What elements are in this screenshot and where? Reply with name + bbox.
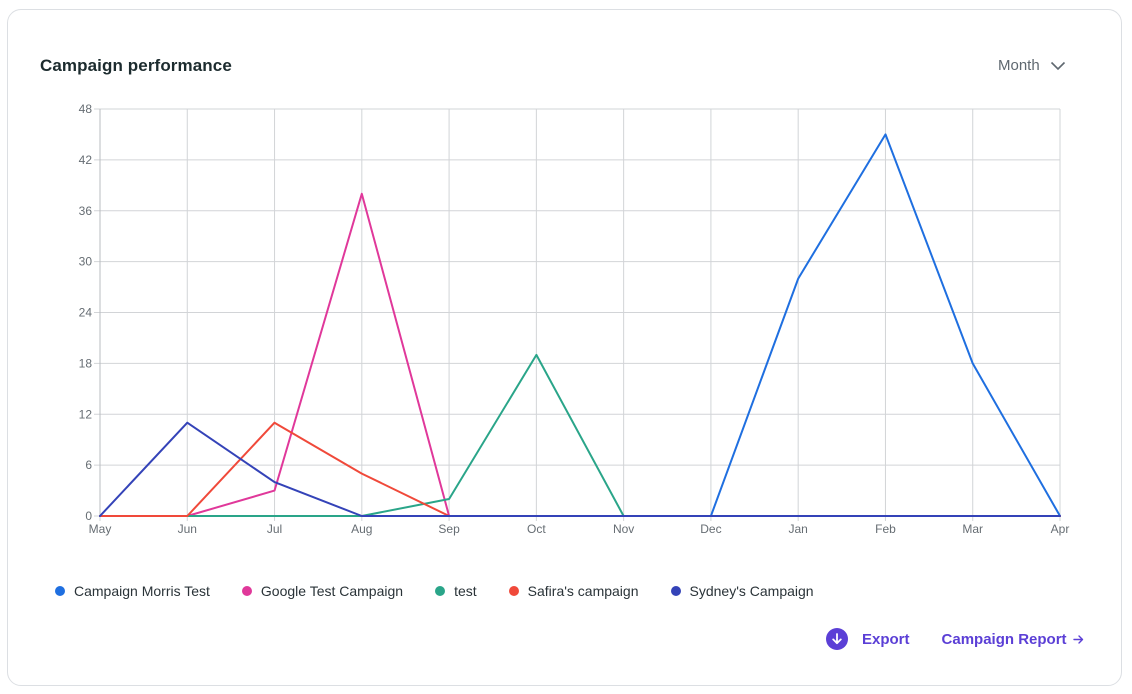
period-label: Month — [998, 57, 1040, 74]
x-tick-label: Oct — [527, 522, 546, 536]
download-icon — [826, 628, 848, 650]
y-tick-label: 18 — [79, 356, 93, 370]
legend-item-campaign-morris-test[interactable]: Campaign Morris Test — [55, 583, 210, 599]
campaign-report-label: Campaign Report — [941, 630, 1067, 648]
x-tick-label: Apr — [1051, 522, 1070, 536]
legend-swatch — [508, 586, 519, 596]
campaign-report-link[interactable]: Campaign Report — [942, 631, 1084, 648]
x-tick-label: Nov — [613, 522, 634, 536]
legend-swatch — [435, 586, 446, 596]
x-tick-label: Mar — [962, 522, 983, 536]
chevron-down-icon — [1050, 61, 1066, 71]
period-dropdown[interactable]: Month — [998, 57, 1066, 74]
x-tick-label: Aug — [351, 522, 372, 536]
legend-item-safiras-campaign[interactable]: Safira's campaign — [508, 583, 639, 599]
series-line-test — [99, 353, 1061, 517]
series-line-google-test-campaign — [99, 192, 1061, 517]
y-tick-label: 36 — [79, 204, 93, 218]
legend-swatch — [55, 586, 65, 596]
line-chart: 0 6 12 18 24 30 36 42 48 May Jun Jul Aug Sep Oct Nov Dec… — [79, 102, 1070, 536]
y-tick-label: 42 — [79, 153, 93, 167]
chart-legend: Campaign Morris Test Google Test Campaig… — [55, 583, 846, 599]
legend-swatch — [670, 586, 681, 596]
export-button[interactable]: Export — [826, 628, 910, 650]
legend-item-sydneys-campaign[interactable]: Sydney's Campaign — [670, 583, 814, 599]
x-tick-label: Sep — [438, 522, 460, 536]
series-line-sydney-s-campaign — [99, 421, 1061, 517]
x-tick-label: Dec — [700, 522, 721, 536]
legend-item-google-test-campaign[interactable]: Google Test Campaign — [241, 583, 404, 599]
y-tick-label: 0 — [85, 509, 92, 523]
arrow-right-icon — [1072, 634, 1083, 644]
campaign-performance-card — [7, 9, 1122, 686]
legend-swatch — [241, 586, 252, 596]
x-tick-label: May — [89, 522, 112, 536]
x-tick-label: Jan — [789, 522, 808, 536]
x-tick-label: Feb — [875, 522, 896, 536]
legend-label: Safira's campaign — [527, 583, 639, 599]
chart-actions: Export Campaign Report — [826, 628, 1084, 650]
x-tick-label: Jul — [267, 522, 282, 536]
legend-label: test — [454, 583, 477, 599]
series-line-campaign-morris-test — [99, 133, 1061, 517]
y-tick-label: 30 — [79, 255, 93, 269]
legend-label: Google Test Campaign — [260, 583, 404, 599]
y-tick-label: 6 — [85, 458, 92, 472]
y-tick-label: 24 — [79, 306, 93, 320]
x-tick-label: Jun — [178, 522, 197, 536]
export-label: Export — [862, 630, 910, 648]
y-tick-label: 48 — [79, 102, 93, 116]
legend-label: Campaign Morris Test — [74, 583, 210, 599]
legend-label: Sydney's Campaign — [689, 583, 814, 599]
chart-title: Campaign performance — [40, 56, 232, 75]
y-tick-label: 12 — [79, 407, 93, 421]
legend-item-test[interactable]: test — [435, 583, 477, 599]
